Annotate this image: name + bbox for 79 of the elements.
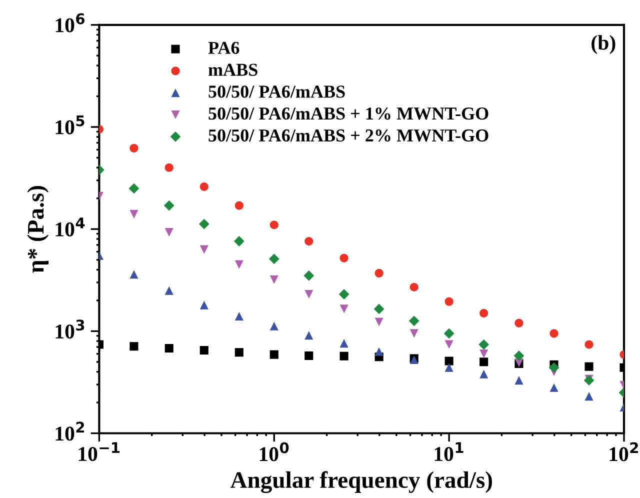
point bbox=[130, 342, 138, 351]
point bbox=[200, 182, 208, 191]
point bbox=[270, 322, 278, 330]
point bbox=[478, 339, 490, 350]
point bbox=[128, 183, 140, 194]
point bbox=[304, 351, 314, 360]
x-tick-label: 10$^{2}$ bbox=[610, 442, 638, 462]
point bbox=[130, 210, 138, 218]
point bbox=[514, 318, 524, 328]
point bbox=[550, 329, 558, 338]
point bbox=[410, 329, 418, 338]
point bbox=[304, 331, 314, 340]
x-tick-label: 10$^{−1}$ bbox=[78, 442, 120, 462]
point bbox=[444, 297, 454, 306]
point bbox=[130, 270, 138, 279]
point bbox=[340, 339, 348, 348]
point bbox=[340, 304, 348, 314]
y-tick-label: 10$^{2}$ bbox=[56, 422, 84, 441]
point bbox=[198, 218, 210, 230]
point bbox=[164, 163, 174, 172]
y-tick-label: 10$^{5}$ bbox=[56, 116, 84, 134]
point bbox=[550, 383, 558, 392]
point bbox=[374, 347, 384, 356]
point bbox=[304, 236, 314, 246]
point bbox=[480, 350, 488, 358]
point bbox=[270, 220, 278, 230]
point bbox=[234, 348, 244, 357]
point bbox=[480, 370, 488, 378]
point bbox=[234, 260, 244, 269]
y-tick-label: 10$^{4}$ bbox=[56, 218, 85, 236]
point bbox=[444, 328, 454, 339]
point bbox=[374, 318, 384, 326]
point bbox=[234, 236, 244, 246]
point bbox=[514, 376, 524, 385]
legend-label: PA6 bbox=[208, 42, 240, 54]
point bbox=[408, 316, 420, 326]
point bbox=[444, 356, 454, 366]
legend-label: 50/50/ PA6/mABS bbox=[208, 86, 345, 98]
point bbox=[444, 363, 454, 372]
point bbox=[338, 289, 350, 300]
point bbox=[584, 375, 594, 386]
point bbox=[514, 350, 524, 361]
point bbox=[548, 362, 560, 373]
point bbox=[234, 312, 244, 321]
point bbox=[270, 275, 278, 284]
point bbox=[480, 358, 488, 366]
point bbox=[584, 362, 594, 371]
point bbox=[374, 304, 384, 314]
legend-label: 50/50/ PA6/mABS + 1% MWNT-GO bbox=[208, 107, 488, 120]
x-tick-label: 10$^{0}$ bbox=[260, 442, 289, 462]
y-axis-title: η* (Pa.s) bbox=[27, 186, 49, 273]
point bbox=[164, 344, 174, 353]
y-tick-label: 10$^{6}$ bbox=[56, 13, 85, 32]
point bbox=[340, 254, 348, 262]
x-tick-label: 10$^{1}$ bbox=[434, 442, 464, 462]
y-tick-label: 10$^{3}$ bbox=[56, 320, 84, 339]
point bbox=[304, 270, 314, 281]
point bbox=[234, 201, 244, 210]
point bbox=[584, 340, 594, 349]
point bbox=[164, 228, 174, 237]
legend-label: 50/50/ PA6/mABS + 2% MWNT-GO bbox=[208, 129, 488, 142]
point bbox=[410, 282, 418, 292]
annotation: (b) bbox=[592, 35, 616, 54]
point bbox=[130, 144, 138, 152]
point bbox=[480, 308, 488, 318]
point bbox=[444, 340, 454, 349]
point bbox=[200, 300, 208, 310]
x-axis-title: Angular frequency (rad/s) bbox=[230, 471, 492, 494]
point bbox=[164, 200, 174, 211]
point bbox=[340, 352, 348, 360]
point bbox=[200, 245, 208, 254]
point bbox=[268, 254, 280, 264]
point bbox=[270, 350, 278, 359]
point bbox=[584, 392, 594, 401]
point bbox=[304, 290, 314, 299]
point bbox=[164, 286, 174, 295]
legend-label: mABS bbox=[208, 64, 258, 76]
point bbox=[374, 268, 384, 278]
point bbox=[200, 346, 208, 355]
